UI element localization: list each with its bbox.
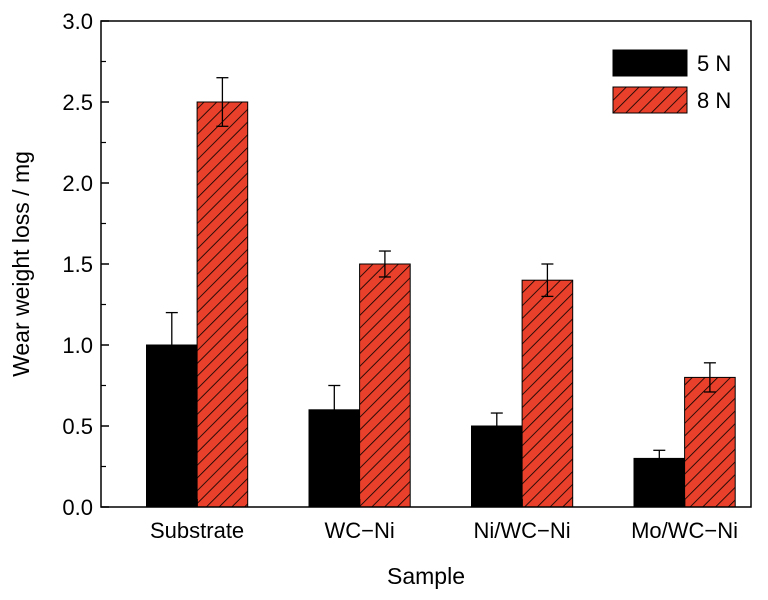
legend-swatch-8n bbox=[612, 86, 688, 114]
y-tick-label: 1.5 bbox=[62, 252, 93, 277]
x-axis-title: Sample bbox=[387, 563, 465, 589]
error-bar-5n-0 bbox=[165, 311, 178, 379]
error-bars-layer bbox=[165, 77, 716, 468]
legend-label-5n: 5 N bbox=[697, 51, 731, 76]
error-bar-8n-0 bbox=[216, 77, 229, 127]
legend-swatch-5n bbox=[612, 49, 688, 77]
y-tick-label: 3.0 bbox=[62, 9, 93, 34]
error-bar-8n-3 bbox=[703, 362, 716, 393]
error-bar-5n-2 bbox=[490, 412, 503, 440]
y-tick-label: 1.0 bbox=[62, 333, 93, 358]
bar-8n-1 bbox=[359, 263, 411, 508]
y-axis-title: Wear weight loss / mg bbox=[8, 151, 34, 377]
error-bar-8n-1 bbox=[378, 250, 391, 278]
x-tick-label: WC−Ni bbox=[324, 518, 394, 543]
y-axis: 0.0 0.5 1.0 1.5 2.0 2.5 3.0 bbox=[62, 9, 109, 520]
y-tick-label: 2.5 bbox=[62, 90, 93, 115]
bar-8n-2 bbox=[521, 279, 574, 508]
error-bar-5n-1 bbox=[328, 384, 341, 435]
x-tick-label: Substrate bbox=[150, 518, 244, 543]
bars-layer bbox=[146, 101, 736, 508]
x-tick-label: Mo/WC−Ni bbox=[631, 518, 738, 543]
error-bar-5n-3 bbox=[653, 449, 666, 468]
bar-8n-3 bbox=[684, 376, 736, 508]
x-axis: Substrate WC−Ni Ni/WC−Ni Mo/WC−Ni bbox=[150, 499, 738, 543]
y-tick-label: 0.5 bbox=[62, 414, 93, 439]
error-bar-8n-2 bbox=[541, 263, 554, 298]
x-tick-label: Ni/WC−Ni bbox=[474, 518, 571, 543]
bar-8n-0 bbox=[196, 101, 249, 508]
y-tick-label: 0.0 bbox=[62, 495, 93, 520]
legend: 5 N 8 N bbox=[612, 49, 731, 114]
legend-label-8n: 8 N bbox=[697, 88, 731, 113]
y-tick-label: 2.0 bbox=[62, 171, 93, 196]
